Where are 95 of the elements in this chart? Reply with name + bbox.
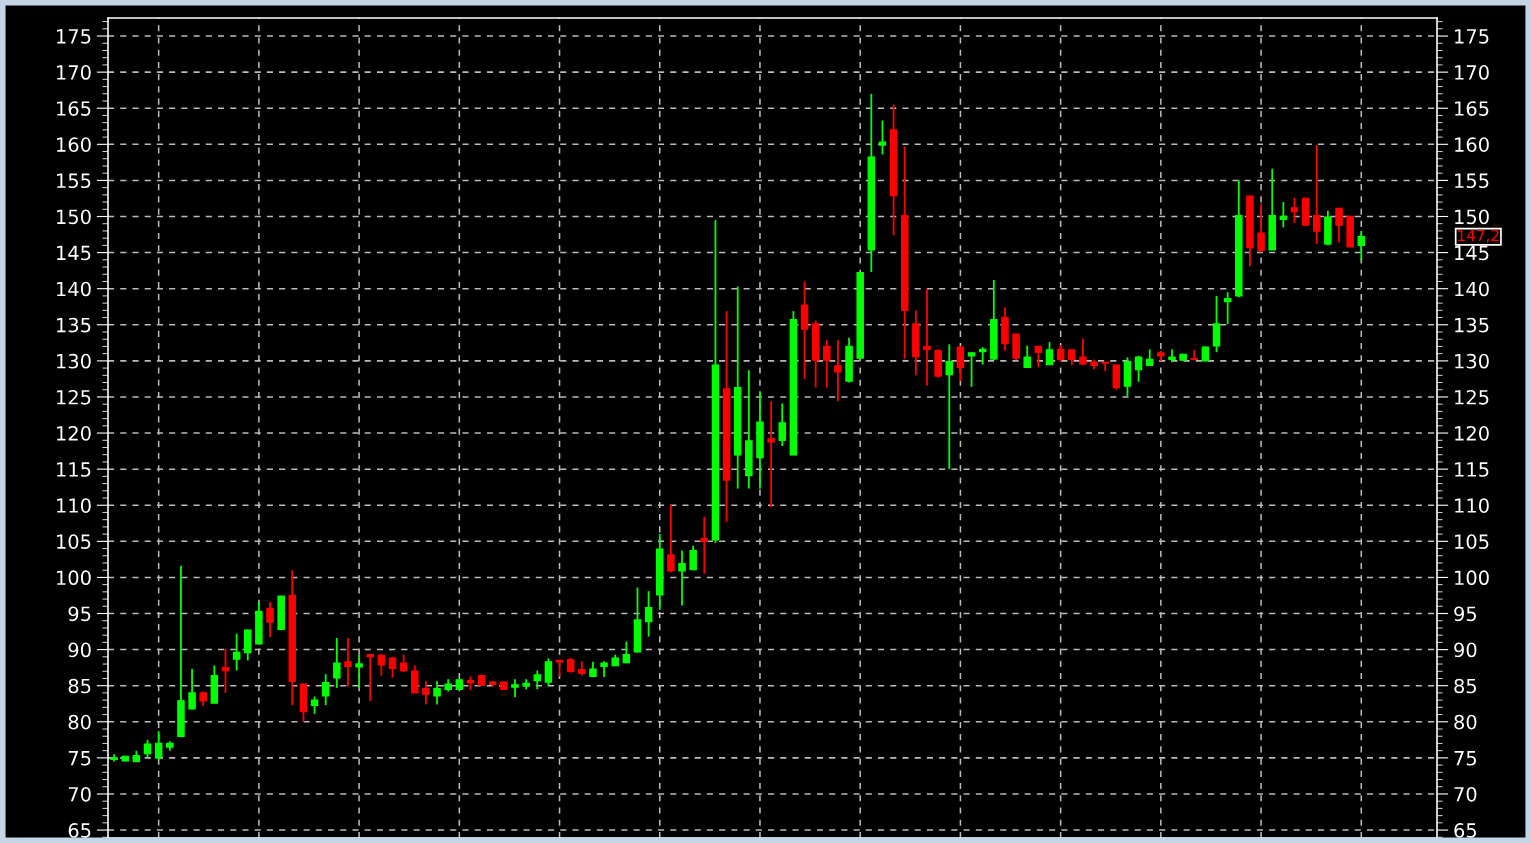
y-tick-label: 95	[68, 606, 91, 622]
candlestick	[266, 601, 274, 639]
y2-tick-label: 105	[1455, 534, 1489, 549]
candlestick	[1023, 344, 1031, 369]
y2-tick-label: 150	[1455, 209, 1489, 225]
y-tick-label: 85	[68, 678, 91, 694]
candlestick	[1034, 345, 1043, 369]
y-tick-label: 150	[57, 209, 91, 225]
candlestick	[411, 664, 419, 694]
y2-tick-label: 80	[1454, 714, 1477, 730]
y2-tick-label: 75	[1454, 751, 1477, 766]
candlestick	[232, 632, 241, 672]
y2-tick-label: 110	[1455, 498, 1489, 513]
y-tick-label: 155	[57, 173, 91, 189]
candlestick	[388, 655, 397, 679]
candlestick	[1357, 230, 1366, 262]
y2-tick-label: 165	[1455, 101, 1489, 116]
candlestick	[333, 637, 341, 689]
candlestick	[1212, 294, 1221, 354]
candlestick	[1223, 291, 1232, 325]
y-tick-label: 175	[57, 29, 91, 44]
candlestick	[1045, 341, 1054, 366]
candlestick	[355, 653, 363, 689]
y2-tick-label: 125	[1455, 389, 1489, 405]
y-tick-label: 145	[57, 245, 91, 261]
y2-tick-label: 90	[1454, 642, 1477, 658]
candlestick	[544, 657, 553, 688]
candlestick	[511, 678, 519, 699]
y-tick-label: 90	[68, 642, 91, 658]
y-tick-label: 75	[68, 751, 91, 766]
y-tick-label: 125	[57, 389, 91, 405]
candlestick	[344, 637, 352, 688]
y2-tick-label: 155	[1455, 173, 1489, 189]
candlestick	[533, 669, 542, 691]
y2-tick-label: 160	[1455, 137, 1489, 152]
y-tick-label: 160	[57, 137, 91, 152]
candlestick	[221, 647, 230, 694]
candlestick	[1079, 337, 1087, 367]
y2-tick-label: 65	[1454, 823, 1477, 838]
y-tick-label: 130	[57, 353, 91, 369]
y-tick-label: 100	[57, 570, 91, 586]
candlestick	[1012, 332, 1020, 362]
candlestick	[700, 515, 709, 575]
y2-tick-label: 145	[1455, 245, 1489, 261]
y2-tick-label: 170	[1455, 65, 1489, 80]
candlestick	[1290, 196, 1299, 224]
candlestick	[433, 680, 441, 706]
candlestick	[800, 280, 809, 380]
candlestick	[1134, 354, 1143, 383]
candlestick	[366, 653, 374, 702]
candlestick	[154, 730, 163, 761]
y-tick-label: 170	[57, 65, 91, 80]
candlestick	[767, 400, 775, 509]
y-tick-label: 105	[57, 534, 91, 549]
candlestick	[1312, 144, 1321, 245]
candlestick	[1279, 201, 1288, 229]
candlestick	[967, 351, 976, 388]
y-tick-label: 135	[57, 317, 91, 333]
candlestick	[243, 628, 252, 662]
y2-tick-label: 120	[1455, 426, 1489, 441]
candlestick	[945, 343, 954, 471]
candlestick	[878, 119, 887, 156]
y2-tick-label: 115	[1455, 462, 1489, 477]
candlestick	[678, 549, 686, 607]
candlestick	[1335, 206, 1343, 244]
candlestick	[644, 590, 653, 638]
y-tick-label: 80	[68, 714, 91, 730]
y-tick-label: 120	[57, 426, 91, 441]
y-tick-label: 70	[68, 786, 91, 802]
y2-tick-label: 175	[1455, 29, 1489, 44]
y2-tick-label: 100	[1455, 570, 1489, 586]
candlestick	[422, 680, 430, 706]
y2-tick-label: 140	[1455, 281, 1489, 297]
text: 147,2	[1458, 229, 1499, 243]
candlestick	[689, 544, 697, 572]
y2-tick-label: 95	[1454, 606, 1477, 622]
candlestick	[188, 668, 196, 711]
candlestick	[956, 345, 965, 382]
y-tick-label: 140	[57, 281, 91, 297]
y2-tick-label: 70	[1454, 786, 1477, 802]
y2-tick-label: 85	[1454, 678, 1477, 694]
y2-tick-label: 135	[1455, 317, 1489, 333]
candlestick	[667, 503, 675, 574]
candlestick	[834, 339, 842, 403]
y-tick-label: 65	[68, 823, 91, 838]
candlestick	[823, 339, 831, 389]
y-tick-label: 115	[57, 462, 91, 477]
candlestick	[1112, 363, 1121, 391]
y-tick-label: 110	[57, 498, 91, 513]
candlestick	[1257, 202, 1265, 254]
y-tick-label: 165	[57, 101, 91, 116]
candlestick	[321, 673, 330, 707]
candlestick	[778, 402, 787, 447]
candlestick	[923, 287, 931, 387]
y2-tick-label: 130	[1455, 353, 1489, 369]
